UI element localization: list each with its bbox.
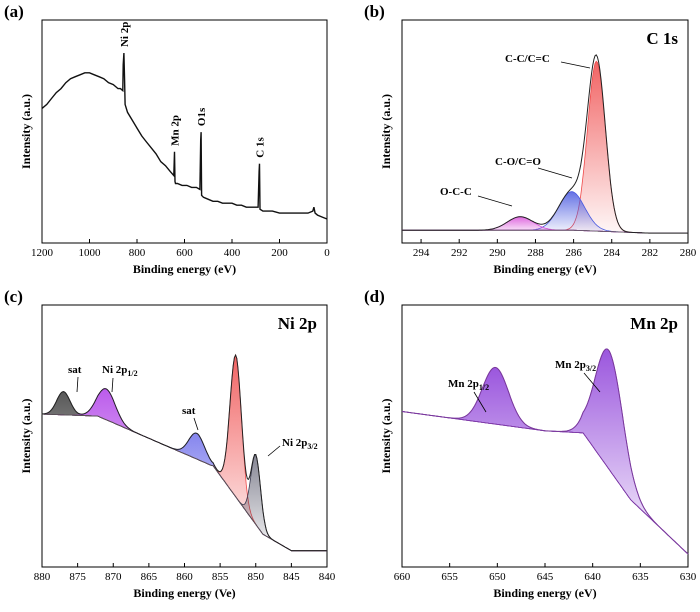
x-tick-label: 290 xyxy=(489,247,506,259)
x-tick-label: 294 xyxy=(413,247,430,259)
chart-c1s: 294 292 290 288 286 284 282 280 Binding energy (… xyxy=(364,2,697,276)
fit-component xyxy=(42,413,327,552)
panel-title: Mn 2p xyxy=(630,314,678,333)
label-leader xyxy=(477,195,513,207)
x-tick-label: 660 xyxy=(394,571,411,583)
x-tick-label: 800 xyxy=(129,247,146,259)
x-tick-label: 288 xyxy=(527,247,544,259)
component-label: Mn 2p3/2 xyxy=(555,359,596,373)
y-axis-label: Intensity (a.u.) xyxy=(379,94,393,169)
panel-label: (a) xyxy=(4,2,24,21)
chart-survey: 1200 1000 800 600 400 200 0 Binding energy (eV)… xyxy=(4,2,330,276)
x-tick-label: 400 xyxy=(224,247,241,259)
chart-mn2p: 660 655 650 645 640 635 630 Binding energy (eV)… xyxy=(364,287,697,600)
background-line xyxy=(42,413,327,552)
survey-line xyxy=(41,52,328,220)
panel-label: (b) xyxy=(364,2,385,21)
x-tick-label: 284 xyxy=(603,247,620,259)
label-leader xyxy=(537,167,573,179)
x-tick-label: 645 xyxy=(537,571,554,583)
plot-frame xyxy=(41,19,328,244)
panel-title: C 1s xyxy=(646,29,678,48)
component-label: sat xyxy=(68,364,82,376)
y-axis-label: Intensity (a.u.) xyxy=(19,398,33,473)
peak-annotation: O1s xyxy=(196,107,208,126)
x-tick-label: 840 xyxy=(319,571,336,583)
y-axis-label: Intensity (a.u.) xyxy=(19,94,33,169)
component-label: Ni 2p3/2 xyxy=(282,437,318,451)
label-leader xyxy=(76,376,79,393)
x-axis-label: Binding energy (eV) xyxy=(493,262,596,276)
x-tick-label: 845 xyxy=(283,571,300,583)
component-label: C-C/C=C xyxy=(505,53,550,65)
chart-ni2p: 880 875 870 865 860 855 850 845 840 Binding energ… xyxy=(4,287,336,600)
x-tick-label: 200 xyxy=(271,247,288,259)
label-leader xyxy=(193,417,199,431)
peak-annotation: Mn 2p xyxy=(170,115,182,146)
label-leader xyxy=(583,372,601,393)
x-tick-label: 635 xyxy=(632,571,649,583)
x-tick-label: 292 xyxy=(451,247,468,259)
x-axis-label: Binding energy (eV) xyxy=(493,586,596,600)
x-tick-label: 630 xyxy=(680,571,697,583)
x-tick-label: 600 xyxy=(176,247,193,259)
fit-component xyxy=(42,413,327,552)
plot-frame xyxy=(401,304,689,568)
peak-annotation: Ni 2p xyxy=(119,22,131,47)
x-tick-label: 880 xyxy=(34,571,51,583)
x-axis-label: Binding energy (eV) xyxy=(133,262,236,276)
component-label: O-C-C xyxy=(440,186,472,198)
x-tick-label: 280 xyxy=(680,247,697,259)
label-leader xyxy=(560,61,591,69)
x-tick-label: 850 xyxy=(248,571,265,583)
envelope-line xyxy=(402,54,688,234)
fit-component xyxy=(401,348,689,555)
x-tick-label: 855 xyxy=(212,571,229,583)
x-tick-label: 286 xyxy=(565,247,582,259)
x-tick-label: 655 xyxy=(441,571,458,583)
envelope-line xyxy=(401,348,689,555)
x-tick-label: 875 xyxy=(69,571,86,583)
x-tick-label: 865 xyxy=(141,571,158,583)
x-tick-label: 860 xyxy=(176,571,193,583)
y-axis-label: Intensity (a.u.) xyxy=(379,398,393,473)
x-tick-label: 282 xyxy=(642,247,659,259)
background-line xyxy=(401,411,689,555)
x-tick-label: 1000 xyxy=(79,247,102,259)
x-tick-label: 650 xyxy=(489,571,506,583)
panel-label: (c) xyxy=(4,287,23,306)
fit-component xyxy=(402,60,688,234)
x-axis-label: Binding energy (Ve) xyxy=(133,586,235,600)
x-tick-label: 1200 xyxy=(31,247,54,259)
component-label: sat xyxy=(182,405,196,417)
component-label: C-O/C=O xyxy=(495,156,541,168)
label-leader xyxy=(111,377,114,393)
label-leader xyxy=(267,445,281,457)
panel-title: Ni 2p xyxy=(278,314,317,333)
plot-frame xyxy=(401,19,689,244)
component-label: Mn 2p1/2 xyxy=(448,378,489,392)
plot-frame xyxy=(41,304,328,568)
envelope-line xyxy=(42,353,327,552)
component-label: Ni 2p1/2 xyxy=(102,364,138,378)
x-tick-label: 870 xyxy=(105,571,122,583)
fit-component xyxy=(401,366,689,555)
label-leader xyxy=(473,391,487,413)
panel-label: (d) xyxy=(364,287,385,306)
x-tick-label: 640 xyxy=(584,571,601,583)
peak-annotation: C 1s xyxy=(255,137,267,158)
x-tick-label: 0 xyxy=(324,247,330,259)
